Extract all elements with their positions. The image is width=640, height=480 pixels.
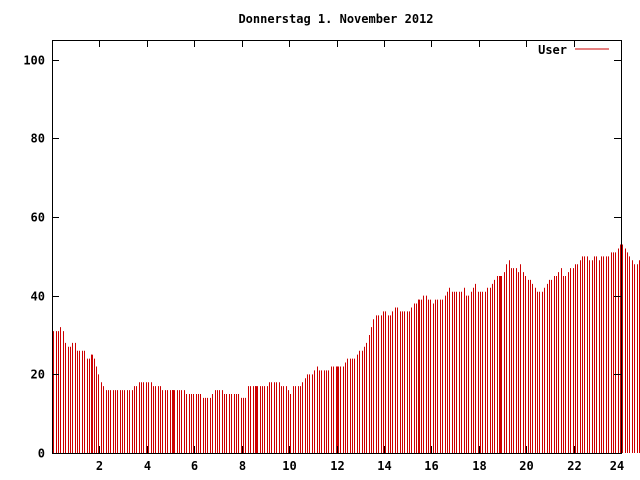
x-tick-label: 16 <box>424 459 438 473</box>
x-tick-label: 22 <box>567 459 581 473</box>
x-tick-label: 12 <box>330 459 344 473</box>
x-tick-label: 6 <box>191 459 198 473</box>
y-tick-label: 60 <box>31 211 45 225</box>
x-tick-label: 2 <box>96 459 103 473</box>
y-tick-label: 0 <box>38 447 45 461</box>
x-tick-label: 10 <box>282 459 296 473</box>
chart-title: Donnerstag 1. November 2012 <box>238 12 433 26</box>
x-tick-label: 14 <box>377 459 391 473</box>
x-tick-label: 24 <box>610 459 624 473</box>
x-tick-label: 8 <box>239 459 246 473</box>
bars-layer <box>53 244 640 453</box>
legend-label-user: User <box>538 43 567 57</box>
legend: User <box>538 43 609 57</box>
y-tick-label: 80 <box>31 132 45 146</box>
x-tick-label: 20 <box>519 459 533 473</box>
y-tick-label: 20 <box>31 368 45 382</box>
y-tick-label: 40 <box>31 290 45 304</box>
y-tick-label: 100 <box>23 54 45 68</box>
x-tick-label: 18 <box>472 459 486 473</box>
x-tick-label: 4 <box>144 459 151 473</box>
